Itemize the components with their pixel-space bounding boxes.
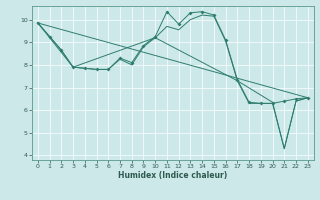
X-axis label: Humidex (Indice chaleur): Humidex (Indice chaleur) [118, 171, 228, 180]
